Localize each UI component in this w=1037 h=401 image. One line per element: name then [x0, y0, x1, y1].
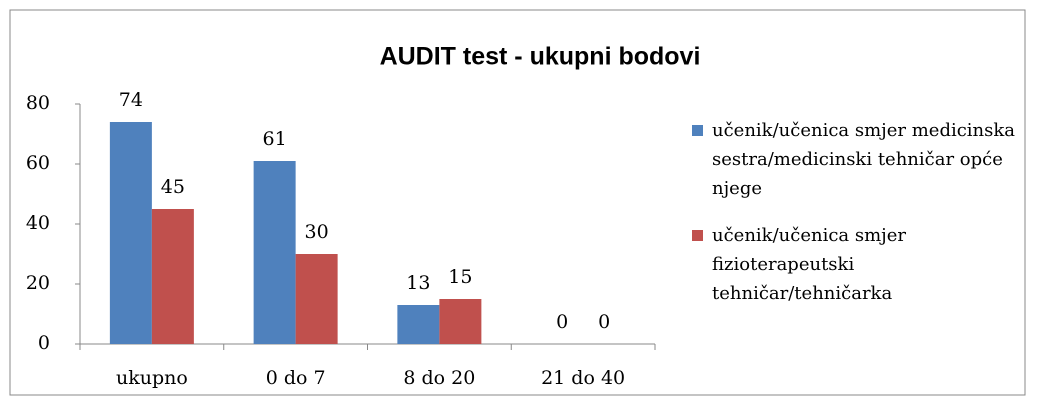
legend-label: učenik/učenica smjer medicinska sestra/m…: [712, 120, 1016, 199]
bar: [397, 305, 440, 344]
chart-title: AUDIT test - ukupni bodovi: [380, 43, 701, 71]
value-label: 74: [119, 89, 143, 111]
chart-border: [9, 9, 1026, 396]
legend-entry: učenik/učenica smjer fizioterapeutski te…: [692, 221, 1032, 308]
value-label: 15: [448, 266, 472, 288]
bar: [253, 161, 296, 344]
value-label: 45: [161, 176, 185, 198]
legend-entry: učenik/učenica smjer medicinska sestra/m…: [692, 116, 1032, 203]
y-tick-label: 40: [26, 212, 50, 234]
value-label: 13: [406, 272, 430, 294]
legend: učenik/učenica smjer medicinska sestra/m…: [692, 116, 1032, 326]
value-label: 30: [305, 221, 329, 243]
value-label: 61: [263, 128, 287, 150]
x-tick-label: ukupno: [116, 367, 188, 389]
legend-swatch: [692, 125, 703, 136]
bar: [109, 122, 152, 344]
value-label: 0: [598, 311, 610, 333]
value-label: 0: [556, 311, 568, 333]
x-tick-label: 21 do 40: [541, 367, 625, 389]
y-tick-label: 20: [26, 272, 50, 294]
legend-swatch: [692, 230, 703, 241]
y-tick-label: 0: [38, 332, 50, 354]
y-tick-label: 60: [26, 152, 50, 174]
x-tick-label: 0 do 7: [266, 367, 326, 389]
x-tick-label: 8 do 20: [403, 367, 475, 389]
y-tick-label: 80: [26, 92, 50, 114]
bar: [295, 254, 338, 344]
bar: [151, 209, 194, 344]
legend-label: učenik/učenica smjer fizioterapeutski te…: [712, 225, 907, 304]
bar: [439, 299, 482, 344]
